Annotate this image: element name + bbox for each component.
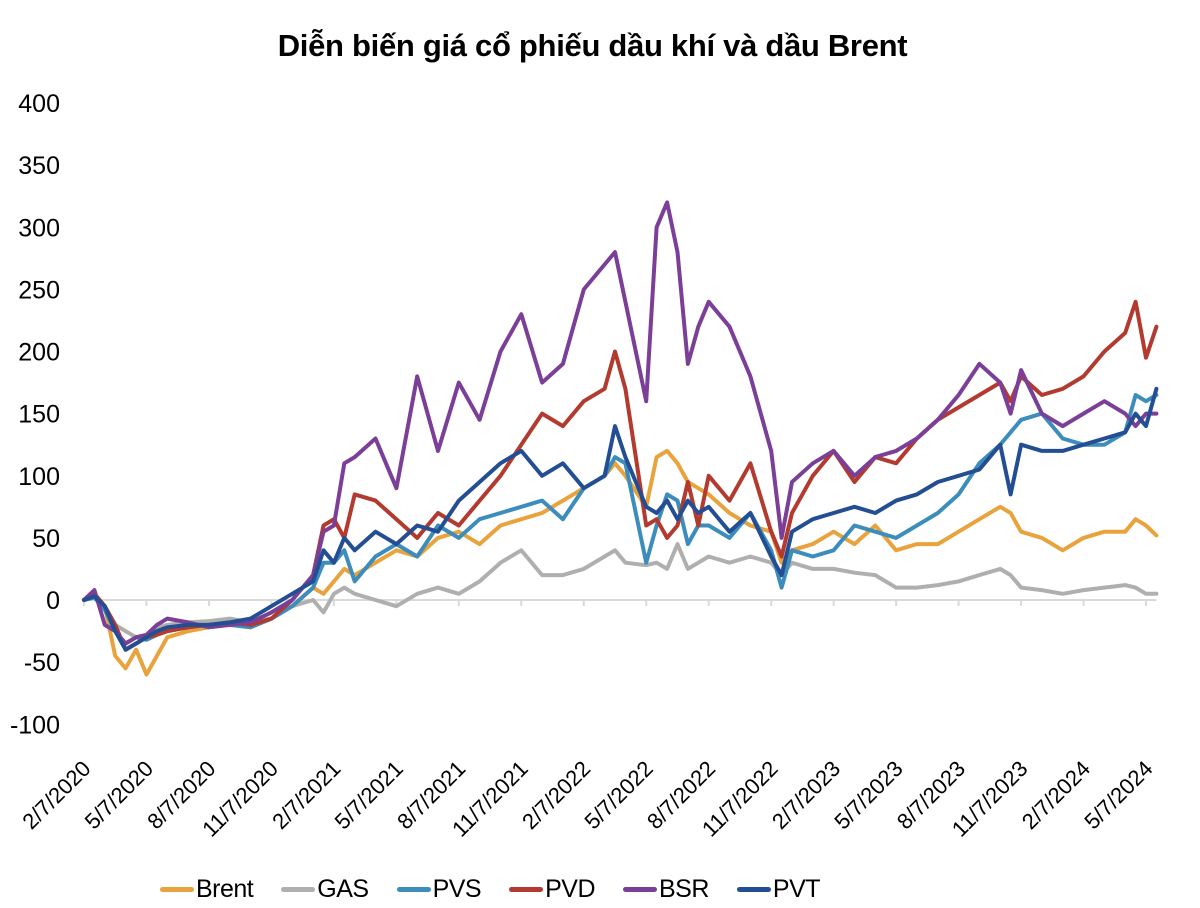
- x-axis: [83, 599, 1157, 606]
- y-tick-label: 0: [46, 587, 60, 615]
- legend-label: PVT: [772, 874, 821, 903]
- legend-item-pvt: PVT: [736, 874, 821, 904]
- x-tick-label: 5/7/2023: [829, 756, 907, 834]
- legend-swatch: [160, 886, 194, 892]
- y-tick-label: 150: [18, 401, 60, 429]
- y-tick-label: 350: [18, 152, 60, 180]
- series-line-pvt: [82, 386, 1159, 652]
- legend: Brent GAS PVS PVD BSR PVT: [160, 872, 1060, 906]
- legend-swatch: [396, 886, 431, 892]
- y-tick-label: 200: [18, 339, 60, 367]
- y-tick-label: 100: [18, 463, 60, 491]
- y-axis-tick-labels: 400 350 300 250 200 150 100 50 0 -50 -100: [10, 90, 60, 739]
- legend-item-gas: GAS: [281, 874, 369, 904]
- y-tick-label: 50: [32, 525, 60, 553]
- series-lines: [82, 200, 1159, 677]
- legend-swatch: [623, 886, 657, 892]
- y-tick-label: 250: [18, 276, 60, 304]
- y-tick-label: 400: [18, 90, 60, 118]
- legend-swatch: [736, 886, 771, 892]
- chart-title: Diễn biến giá cổ phiếu dầu khí và dầu Br…: [277, 28, 908, 63]
- x-tick-label: 5/7/2024: [1079, 756, 1157, 834]
- y-tick-label: 300: [18, 214, 60, 242]
- legend-swatch: [281, 886, 316, 892]
- series-line-pvs: [82, 393, 1159, 646]
- x-tick-label: 2/7/2024: [1017, 756, 1095, 834]
- series-line-pvd: [82, 299, 1159, 652]
- legend-label: BSR: [659, 874, 709, 903]
- series-line-gas: [82, 542, 1159, 640]
- x-tick-label: 2/7/2020: [17, 756, 95, 834]
- y-tick-label: -100: [10, 711, 60, 739]
- x-tick-label: 5/7/2021: [330, 756, 408, 834]
- line-chart: 400 350 300 250 200 150 100 50 0 -50 -100 2/7/2020…: [10, 90, 1159, 842]
- legend-label: PVD: [545, 874, 595, 903]
- legend-item-pvs: PVS: [396, 874, 482, 904]
- legend-item-bsr: BSR: [623, 875, 709, 904]
- x-tick-label: 2/7/2023: [767, 756, 845, 834]
- legend-swatch: [509, 886, 544, 892]
- x-axis-tick-labels: 2/7/20205/7/20208/7/202011/7/20202/7/202…: [17, 756, 1157, 842]
- x-tick-label: 5/7/2020: [80, 756, 158, 834]
- series-line-bsr: [82, 200, 1159, 646]
- legend-item-brent: Brent: [160, 874, 254, 904]
- x-tick-label: 5/7/2022: [580, 756, 658, 834]
- legend-label: Brent: [196, 874, 254, 903]
- x-tick-label: 2/7/2021: [267, 756, 345, 834]
- legend-label: GAS: [317, 874, 369, 903]
- series-line-brent: [82, 448, 1159, 677]
- y-tick-label: -50: [24, 649, 60, 677]
- legend-label: PVS: [432, 874, 482, 903]
- x-tick-label: 2/7/2022: [517, 756, 595, 834]
- legend-item-pvd: PVD: [509, 875, 595, 904]
